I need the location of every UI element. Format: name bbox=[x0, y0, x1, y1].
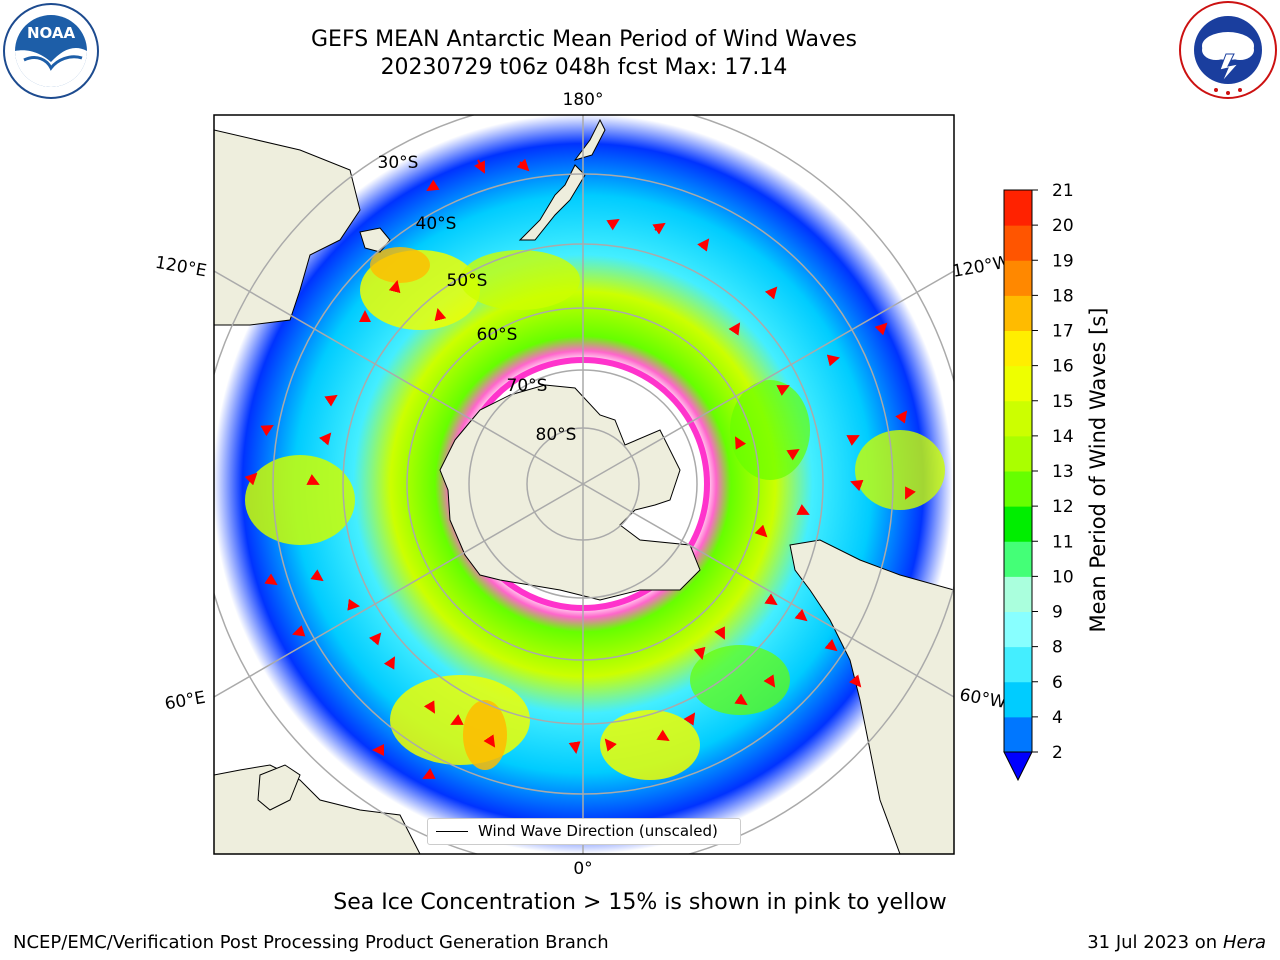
colorbar-segment bbox=[1004, 330, 1032, 367]
australia-land bbox=[214, 129, 361, 326]
lon-label-0: 0° bbox=[573, 859, 592, 879]
colorbar-tick-label: 13 bbox=[1052, 462, 1074, 482]
colorbar-segment bbox=[1004, 295, 1032, 331]
colorbar-segment bbox=[1004, 541, 1032, 577]
colorbar-tick-label: 10 bbox=[1052, 567, 1074, 587]
noaa-logo-text: NOAA bbox=[27, 24, 76, 42]
colorbar-tick-label: 12 bbox=[1052, 497, 1074, 517]
lon-label-120e: 120°E bbox=[154, 253, 208, 282]
nws-logo bbox=[1179, 1, 1277, 99]
colorbar-tick-label: 4 bbox=[1052, 708, 1063, 728]
wave-direction-arrows bbox=[244, 158, 916, 779]
colorbar-tick-label: 9 bbox=[1052, 603, 1063, 623]
colorbar-segment bbox=[1004, 646, 1032, 683]
credit-host: Hera bbox=[1222, 932, 1266, 953]
colorbar-tick-label: 2 bbox=[1052, 743, 1063, 763]
meridian-lines bbox=[214, 115, 954, 854]
colorbar-segment bbox=[1004, 435, 1032, 472]
colorbar-segment bbox=[1004, 260, 1032, 296]
colorbar-tick-label: 14 bbox=[1052, 427, 1074, 447]
lon-label-180: 180° bbox=[563, 90, 604, 110]
colorbar-tick-label: 19 bbox=[1052, 251, 1074, 271]
colorbar-tick-label: 17 bbox=[1052, 322, 1074, 342]
colorbar-segment bbox=[1004, 190, 1032, 226]
chart-title: GEFS MEAN Antarctic Mean Period of Wind … bbox=[311, 27, 857, 52]
colorbar-segment bbox=[1004, 506, 1032, 542]
sea-ice-note: Sea Ice Concentration > 15% is shown in … bbox=[333, 890, 947, 915]
map-legend: Wind Wave Direction (unscaled) bbox=[427, 818, 741, 845]
lat-label-80s: 80°S bbox=[536, 425, 577, 445]
colorbar-tick-label: 18 bbox=[1052, 286, 1074, 306]
colorbar-tick-label: 16 bbox=[1052, 357, 1074, 377]
legend-line-swatch bbox=[436, 831, 468, 832]
lon-label-120w: 120°W bbox=[951, 252, 1012, 282]
colorbar-segment bbox=[1004, 225, 1032, 261]
warm-patch bbox=[690, 645, 790, 715]
lon-label-60w: 60°W bbox=[958, 685, 1008, 713]
warm-patch bbox=[855, 430, 945, 510]
warm-patch bbox=[370, 247, 430, 283]
map-content bbox=[214, 115, 954, 854]
colorbar-tick-label: 20 bbox=[1052, 216, 1074, 236]
colorbar-extend-under bbox=[1003, 751, 1033, 782]
legend-label: Wind Wave Direction (unscaled) bbox=[478, 822, 718, 840]
warm-patch bbox=[245, 455, 355, 545]
lat-label-70s: 70°S bbox=[507, 376, 548, 396]
credit-branch: NCEP/EMC/Verification Post Processing Pr… bbox=[13, 932, 609, 953]
warm-patch bbox=[463, 700, 507, 770]
colorbar-segment bbox=[1004, 471, 1032, 507]
colorbar-tick-label: 11 bbox=[1052, 532, 1074, 552]
madagascar-land bbox=[257, 764, 301, 811]
colorbar-tick-label: 15 bbox=[1052, 392, 1074, 412]
colorbar-segment bbox=[1004, 576, 1032, 612]
south-america-land bbox=[789, 539, 954, 854]
lat-label-40s: 40°S bbox=[416, 214, 457, 234]
warm-patch bbox=[600, 710, 700, 780]
warm-patch bbox=[460, 250, 580, 310]
new-zealand-land bbox=[518, 164, 586, 241]
colorbar-segment bbox=[1004, 400, 1032, 437]
map-frame bbox=[213, 114, 955, 855]
colorbar-tick-label: 21 bbox=[1052, 181, 1074, 201]
colorbar: 2 4 6 8 9 10 11 12 13 14 15 16 17 18 19 20 21 bbox=[1003, 181, 1074, 782]
credit-date: 31 Jul 2023 on Hera bbox=[1087, 932, 1266, 953]
lat-label-60s: 60°S bbox=[477, 325, 518, 345]
colorbar-segment bbox=[1004, 365, 1032, 402]
lat-label-30s: 30°S bbox=[378, 153, 419, 173]
credit-date-text: 31 Jul 2023 on bbox=[1087, 932, 1223, 953]
chart-subtitle: 20230729 t06z 048h fcst Max: 17.14 bbox=[380, 55, 788, 80]
warm-patch bbox=[730, 380, 810, 480]
colorbar-segment bbox=[1004, 611, 1032, 648]
lat-label-50s: 50°S bbox=[447, 271, 488, 291]
colorbar-label: Mean Period of Wind Waves [s] bbox=[1086, 308, 1110, 633]
colorbar-segment bbox=[1004, 681, 1032, 718]
colorbar-tick-label: 8 bbox=[1052, 638, 1063, 658]
colorbar-segment bbox=[1004, 716, 1032, 753]
lon-label-60e: 60°E bbox=[163, 688, 207, 715]
colorbar-tick-label: 6 bbox=[1052, 673, 1063, 693]
noaa-logo: NOAA bbox=[3, 3, 99, 99]
